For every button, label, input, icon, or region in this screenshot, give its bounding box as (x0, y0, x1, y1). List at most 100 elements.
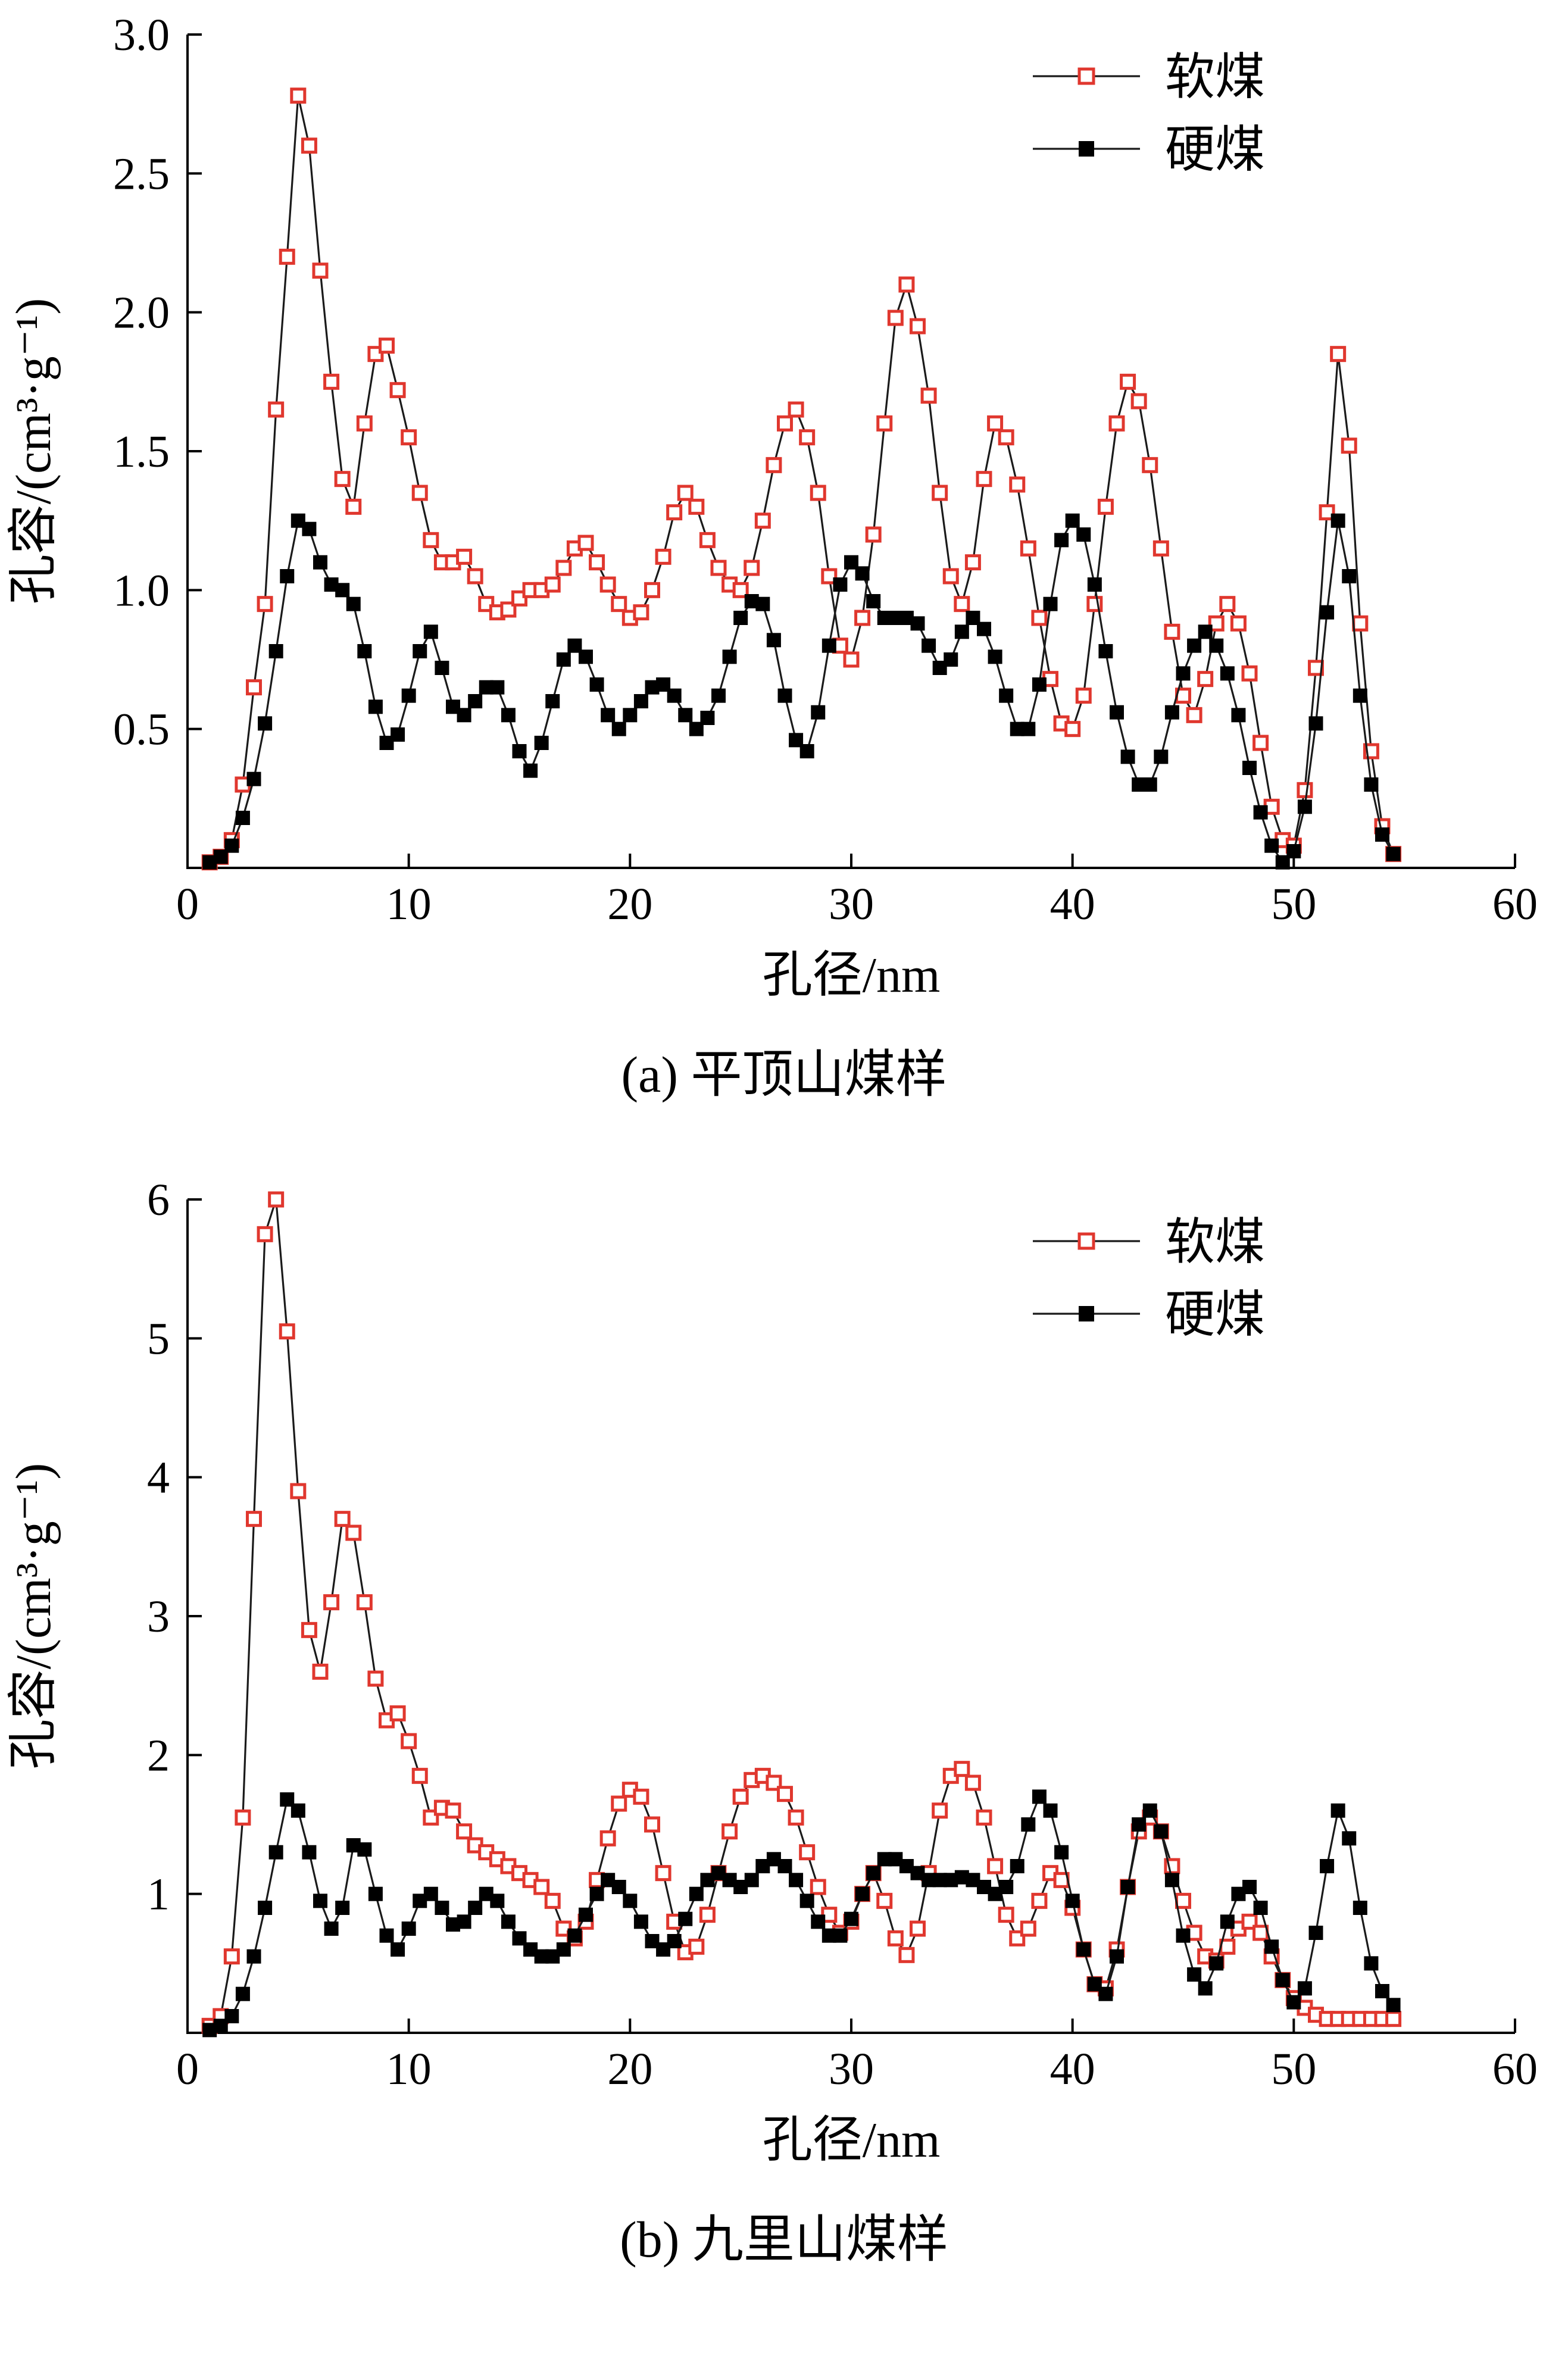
data-point-marker (1286, 844, 1301, 858)
data-point-marker (379, 736, 394, 750)
data-point-marker (1297, 782, 1313, 798)
data-point-marker (356, 1594, 373, 1610)
data-point-marker (1130, 393, 1147, 410)
data-point-marker (213, 849, 228, 864)
data-point-marker (799, 1893, 814, 1908)
data-point-marker (501, 708, 516, 723)
data-point-marker (501, 1914, 516, 1929)
data-point-marker (1242, 761, 1257, 775)
data-point-marker (391, 727, 405, 742)
data-point-marker (1209, 638, 1224, 653)
data-point-marker (700, 711, 715, 725)
data-point-marker (944, 652, 958, 667)
data-point-marker (1353, 688, 1367, 703)
data-point-marker (866, 1866, 881, 1880)
data-point-marker (1297, 799, 1312, 814)
data-point-marker (1076, 1942, 1091, 1957)
data-point-marker (1043, 596, 1058, 611)
data-point-marker (555, 560, 572, 576)
data-point-marker (313, 555, 327, 570)
data-point-marker (976, 1809, 992, 1826)
data-point-marker (699, 532, 716, 548)
x-tick-label: 20 (607, 2044, 652, 2094)
data-point-marker (1154, 749, 1169, 764)
data-point-marker (389, 382, 406, 398)
x-tick-label: 50 (1271, 2044, 1316, 2094)
data-point-marker (1386, 846, 1401, 861)
data-point-marker (246, 1949, 261, 1964)
data-point-marker (645, 1933, 660, 1948)
data-point-marker (290, 88, 307, 104)
data-point-marker (1385, 2010, 1402, 2027)
data-point-marker (445, 1802, 461, 1819)
data-point-marker (898, 276, 915, 293)
data-point-marker (456, 548, 473, 565)
data-point-marker (391, 1942, 405, 1957)
data-point-marker (268, 644, 283, 658)
data-point-marker (1110, 705, 1124, 720)
x-tick-label: 20 (607, 879, 652, 929)
data-point-marker (910, 318, 926, 335)
data-point-marker (1142, 1803, 1157, 1818)
data-point-marker (611, 1795, 627, 1812)
y-tick-label: 2.0 (113, 288, 170, 338)
data-point-marker (777, 1858, 792, 1873)
data-point-marker (1341, 438, 1357, 454)
data-point-marker (1308, 660, 1324, 676)
data-point-marker (1176, 1928, 1191, 1943)
data-point-marker (257, 596, 273, 613)
data-point-marker (599, 1830, 616, 1847)
x-axis-title: 孔径/nm (763, 948, 941, 1003)
data-point-marker (667, 1933, 682, 1948)
data-point-marker (490, 680, 505, 695)
x-tick-label: 0 (176, 2044, 199, 2094)
data-point-marker (777, 415, 793, 432)
data-point-marker (235, 1809, 251, 1826)
data-point-marker (932, 661, 947, 675)
chart-b-block: 0 10 20 30 40 50 60 1 2 3 4 5 6 孔径/nm 孔容/(cm³·g⁻¹) 软煤 硬煤… (0, 1168, 1568, 2268)
data-point-marker (789, 733, 804, 748)
data-point-marker (435, 661, 449, 675)
data-point-marker (777, 1785, 793, 1802)
data-point-marker (799, 1844, 816, 1860)
data-point-marker (1220, 666, 1235, 681)
data-point-marker (1330, 1803, 1345, 1818)
data-point-marker (533, 1879, 550, 1895)
y-axis-title: 孔容/(cm³·g⁻¹) (6, 1463, 61, 1769)
data-point-marker (1330, 513, 1345, 528)
data-point-marker (732, 582, 749, 598)
legend-label: 软煤 (1165, 50, 1265, 105)
data-point-marker (599, 576, 616, 593)
data-point-marker (1264, 1939, 1279, 1954)
data-point-marker (335, 1900, 350, 1915)
data-point-marker (457, 708, 471, 723)
data-point-marker (213, 2018, 228, 2033)
data-point-marker (601, 708, 616, 723)
data-point-marker (1132, 1817, 1147, 1832)
data-point-marker (1032, 677, 1047, 692)
data-point-marker (1342, 1830, 1357, 1845)
data-point-marker (235, 1986, 250, 2001)
x-tick-label: 10 (386, 2044, 432, 2094)
data-point-marker (323, 1594, 340, 1610)
data-point-marker (633, 694, 648, 708)
data-point-marker (335, 583, 350, 598)
y-tick-label: 0.5 (113, 705, 170, 755)
data-point-marker (744, 560, 760, 576)
data-point-marker (722, 649, 737, 664)
data-point-marker (1186, 707, 1202, 723)
data-point-marker (942, 568, 959, 585)
data-point-marker (423, 624, 438, 639)
data-point-marker (1142, 777, 1157, 792)
data-point-marker (1220, 1914, 1235, 1929)
data-point-marker (411, 1767, 428, 1784)
data-point-marker (577, 535, 594, 551)
data-point-marker (223, 1948, 240, 1964)
data-point-marker (1187, 1967, 1202, 1982)
data-point-marker (876, 415, 893, 432)
data-point-marker (1020, 540, 1036, 557)
data-point-marker (246, 679, 262, 696)
data-point-marker (301, 138, 317, 154)
